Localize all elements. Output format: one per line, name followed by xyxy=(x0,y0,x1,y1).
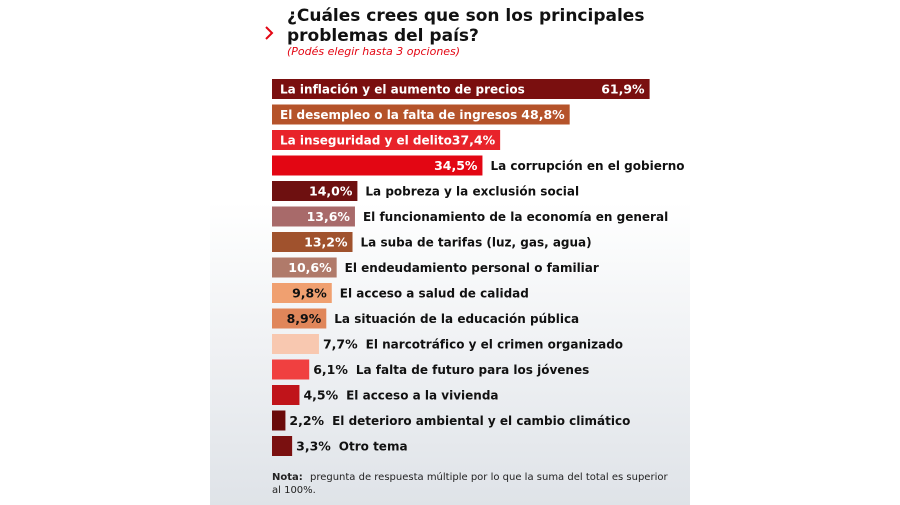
category-label: La suba de tarifas (luz, gas, agua) xyxy=(361,236,592,250)
bar xyxy=(272,436,293,456)
bars: 61,9% La inflación y el aumento de precio… xyxy=(272,79,685,456)
note-text: pregunta de respuesta múltiple por lo qu… xyxy=(310,471,668,483)
bar xyxy=(272,79,650,99)
bar xyxy=(272,385,300,405)
category-label: El endeudamiento personal o familiar xyxy=(345,261,599,275)
category-label: La corrupción en el gobierno xyxy=(490,159,684,173)
bar xyxy=(272,232,353,252)
value-label: 34,5% xyxy=(434,158,478,173)
value-label: 6,1% xyxy=(313,362,348,377)
value-label: 48,8% xyxy=(521,107,565,122)
category-label: La pobreza y la exclusión social xyxy=(365,185,579,199)
category-label: El acceso a la vivienda xyxy=(346,389,498,403)
value-label: 7,7% xyxy=(323,337,358,352)
chart-subtitle: (Podés elegir hasta 3 opciones) xyxy=(287,45,460,58)
value-label: 61,9% xyxy=(601,82,645,97)
value-label: 2,2% xyxy=(289,413,324,428)
value-label: 8,9% xyxy=(287,311,322,326)
category-label: La situación de la educación pública xyxy=(334,312,579,326)
category-label: El desempleo o la falta de ingresos xyxy=(280,108,517,122)
category-label: La inseguridad y el delito xyxy=(280,134,452,148)
value-label: 3,3% xyxy=(296,439,331,454)
bar xyxy=(272,359,310,380)
bar xyxy=(272,283,332,303)
value-label: 37,4% xyxy=(452,133,496,148)
value-label: 14,0% xyxy=(309,184,353,199)
title-line: problemas del país? xyxy=(287,26,479,46)
chevron xyxy=(265,26,274,40)
value-label: 13,6% xyxy=(307,209,351,224)
note-label: Nota: xyxy=(272,472,303,483)
value-label: 10,6% xyxy=(288,260,332,275)
category-label: El deterioro ambiental y el cambio climá… xyxy=(332,414,630,428)
category-label: El narcotráfico y el crimen organizado xyxy=(366,338,623,352)
bar xyxy=(272,130,501,150)
note-line: al 100%. xyxy=(272,485,316,496)
value-label: 13,2% xyxy=(304,235,348,250)
category-label: El funcionamiento de la economía en gene… xyxy=(363,210,668,224)
category-label: Otro tema xyxy=(339,440,408,454)
bar xyxy=(272,181,358,201)
note: Nota: pregunta de respuesta múltiple por… xyxy=(272,471,671,496)
value-label: 9,8% xyxy=(292,286,327,301)
category-label: El acceso a salud de calidad xyxy=(340,287,529,301)
category-label: La inflación y el aumento de precios xyxy=(280,83,525,97)
bar xyxy=(272,308,327,329)
bar xyxy=(272,334,319,354)
chart-title: ¿Cuáles crees que son los principales pro… xyxy=(287,6,644,46)
bar xyxy=(272,257,337,278)
bar xyxy=(272,155,483,176)
bar xyxy=(272,206,355,227)
value-label: 4,5% xyxy=(303,388,338,403)
title-line: ¿Cuáles crees que son los principales xyxy=(287,6,644,26)
bar xyxy=(272,410,286,431)
bar xyxy=(272,104,570,125)
category-label: La falta de futuro para los jóvenes xyxy=(356,363,589,377)
